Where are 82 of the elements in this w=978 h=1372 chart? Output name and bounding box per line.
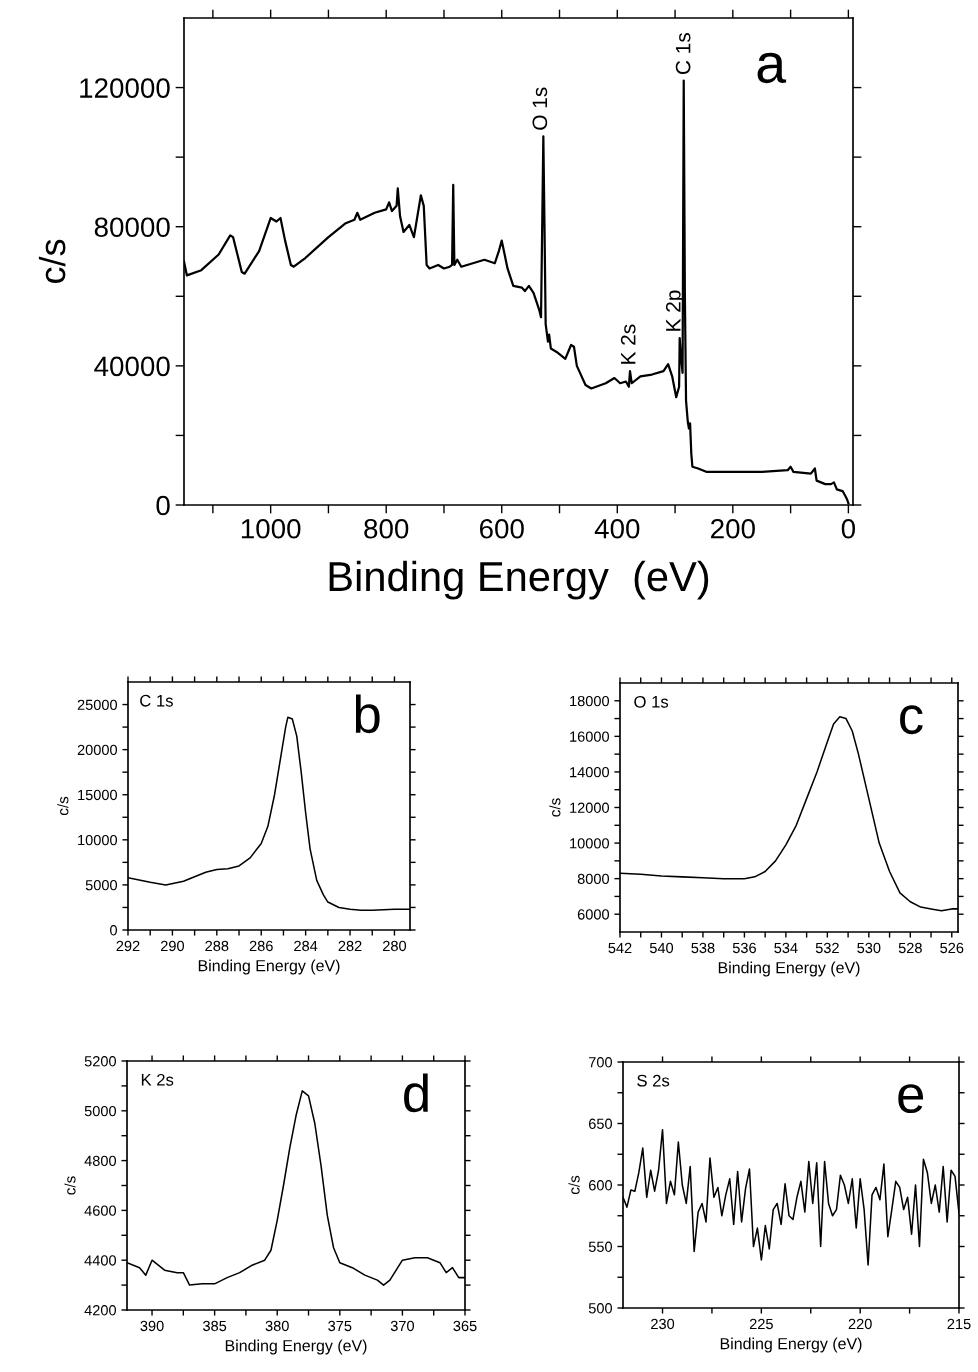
annotation: b	[355, 694, 380, 734]
y-tick-label: 10000	[570, 838, 610, 849]
x-tick-label: 540	[649, 942, 674, 954]
annotation: S 2s	[637, 1074, 670, 1087]
y-tick-label: 20000	[77, 744, 118, 756]
y-tick-label: 12000	[570, 802, 610, 813]
y-axis-title: c/s	[549, 798, 561, 817]
y-tick-label: 14000	[570, 767, 610, 778]
x-tick-label: 220	[848, 1318, 872, 1330]
y-tick-label: 10000	[78, 834, 118, 846]
x-tick-label: 536	[732, 942, 756, 954]
x-tick-label: 528	[898, 942, 922, 954]
annotation: O 1s	[532, 87, 548, 130]
x-tick-label: 530	[857, 942, 881, 954]
x-tick-label: 390	[140, 1320, 164, 1332]
y-tick-label: 15000	[78, 789, 118, 801]
y-tick-label: 700	[589, 1057, 613, 1068]
x-tick-label: 215	[947, 1318, 971, 1330]
annotation: e	[898, 1084, 924, 1114]
x-tick-label: 542	[608, 942, 632, 954]
x-axis-title: Binding Energy (eV)	[718, 961, 860, 977]
y-axis-title: c/s	[57, 796, 69, 816]
annotation: K 2s	[620, 324, 636, 364]
annotation: C 1s	[140, 694, 173, 707]
x-tick-label: 526	[940, 942, 964, 954]
y-tick-label: 550	[588, 1241, 613, 1252]
x-tick-label: 370	[390, 1320, 414, 1332]
x-tick-label: 225	[749, 1318, 773, 1330]
y-tick-label: 650	[588, 1118, 613, 1129]
x-tick-label: 385	[203, 1320, 227, 1332]
x-tick-label: 230	[651, 1318, 675, 1330]
y-axis-title: c/s	[568, 1175, 580, 1195]
x-tick-label: 800	[364, 518, 409, 539]
y-tick-label: 5000	[85, 880, 118, 891]
y-tick-label: 18000	[570, 695, 610, 707]
y-tick-label: 600	[588, 1180, 613, 1191]
y-tick-label: 6000	[577, 909, 610, 920]
x-axis-title: Binding Energy (eV)	[329, 560, 709, 600]
y-tick-label: 25000	[77, 699, 118, 710]
annotation: c	[900, 705, 923, 735]
annotation: K 2s	[141, 1073, 174, 1086]
x-tick-label: 200	[711, 518, 755, 539]
annotation: a	[757, 52, 787, 84]
y-tick-label: 4200	[84, 1305, 117, 1316]
annotation: O 1s	[634, 695, 669, 708]
y-tick-label: 120000	[80, 78, 170, 98]
y-tick-label: 16000	[570, 731, 610, 742]
y-tick-label: 5200	[84, 1056, 117, 1067]
y-axis-title: c/s	[64, 1176, 76, 1195]
y-tick-label: 500	[588, 1303, 613, 1314]
y-tick-label: 4400	[84, 1255, 117, 1266]
y-tick-label: 0	[110, 925, 118, 936]
x-tick-label: 282	[338, 940, 362, 952]
x-tick-label: 284	[294, 940, 318, 952]
y-axis-title: c/s	[38, 239, 66, 284]
y-tick-label: 4800	[84, 1155, 117, 1167]
x-tick-label: 280	[383, 940, 407, 952]
x-tick-label: 532	[815, 942, 839, 954]
y-tick-label: 80000	[94, 217, 170, 238]
x-tick-label: 400	[594, 518, 640, 539]
y-tick-label: 40000	[94, 356, 170, 377]
x-axis-title: Binding Energy (eV)	[198, 959, 340, 975]
y-tick-label: 4600	[84, 1205, 117, 1216]
x-tick-label: 538	[691, 942, 715, 954]
x-tick-label: 1000	[241, 518, 301, 539]
x-tick-label: 380	[265, 1320, 289, 1332]
x-tick-label: 292	[116, 940, 140, 952]
x-axis-title: Binding Energy (eV)	[720, 1337, 862, 1353]
annotation: C 1s	[675, 32, 691, 74]
x-tick-label: 0	[841, 518, 856, 539]
x-tick-label: 286	[249, 940, 273, 952]
x-axis-title: Binding Energy (eV)	[225, 1339, 367, 1355]
x-tick-label: 375	[328, 1320, 352, 1332]
y-tick-label: 0	[156, 495, 170, 516]
annotation: d	[404, 1073, 428, 1113]
y-tick-label: 5000	[84, 1105, 117, 1117]
y-tick-label: 8000	[577, 873, 610, 885]
x-tick-label: 290	[160, 940, 185, 952]
x-tick-label: 600	[479, 518, 524, 539]
x-tick-label: 534	[774, 942, 798, 954]
x-tick-label: 365	[453, 1320, 477, 1332]
x-tick-label: 288	[205, 940, 229, 952]
